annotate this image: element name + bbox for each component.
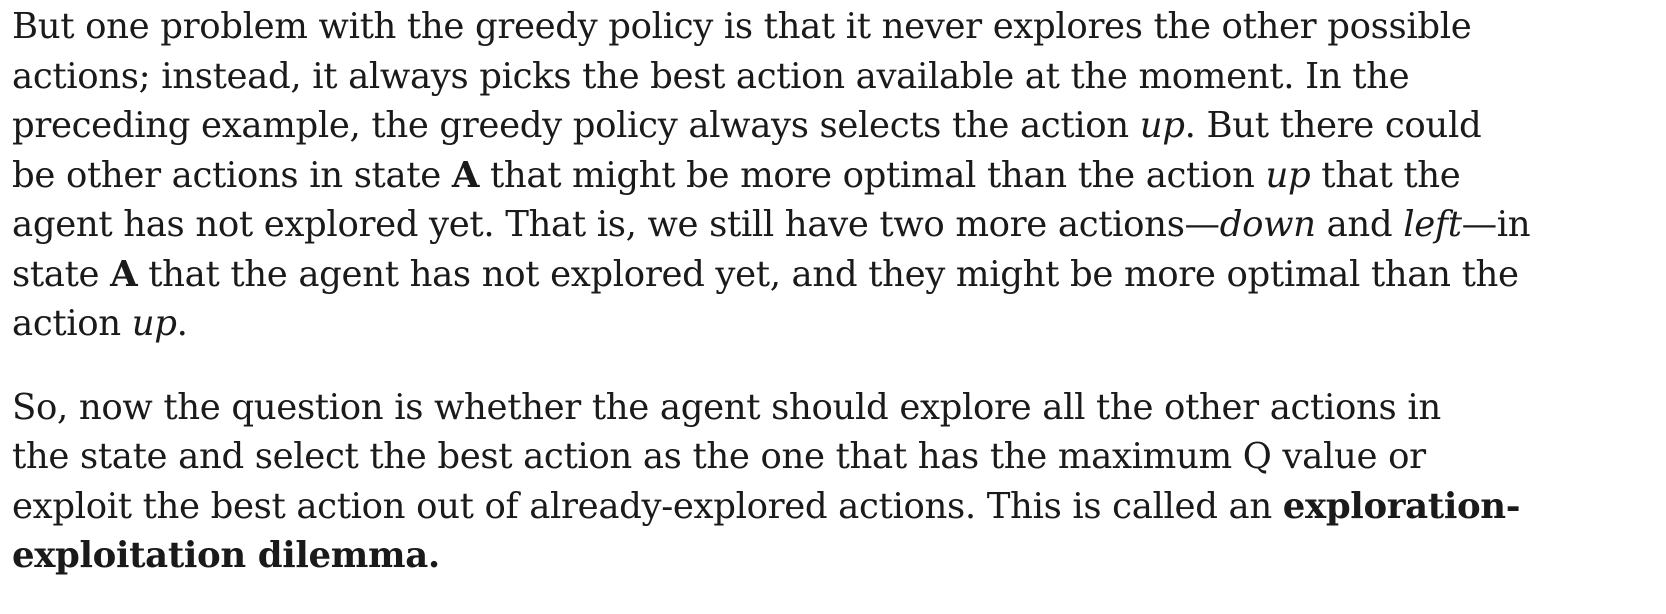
paragraph-dilemma: So, now the question is whether the agen… <box>12 383 1660 581</box>
text-line: But one problem with the greedy policy i… <box>12 2 1660 52</box>
text-run: state <box>12 253 111 295</box>
italic-term-up: up <box>131 303 177 344</box>
text-run: exploit the best action out of already-e… <box>12 485 1283 527</box>
text-run: . <box>176 303 188 344</box>
text-run: and <box>1315 204 1404 245</box>
text-line: actions; instead, it always picks the be… <box>12 52 1660 102</box>
text-run: But one problem with the greedy policy i… <box>12 6 1472 47</box>
text-run: the state and select the best action as … <box>12 436 1426 477</box>
paragraph-spacer <box>12 349 1660 383</box>
text-line: action up. <box>12 299 1660 349</box>
text-run: preceding example, the greedy policy alw… <box>12 105 1140 146</box>
text-run: . But there could <box>1184 105 1482 146</box>
text-run: that might be more optimal than the acti… <box>479 154 1266 196</box>
text-run: be other actions in state <box>12 154 452 196</box>
bold-term-exploitation-dilemma: exploitation dilemma. <box>12 535 440 576</box>
text-line: agent has not explored yet. That is, we … <box>12 200 1660 250</box>
text-run: action <box>12 303 132 344</box>
bold-state-A: A <box>110 253 138 295</box>
text-run: that the agent has not explored yet, and… <box>137 253 1519 295</box>
text-run: that the <box>1310 154 1461 196</box>
bold-state-A: A <box>451 154 480 196</box>
text-run: —in <box>1461 204 1531 245</box>
text-run: agent has not explored yet. That is, we … <box>12 204 1220 245</box>
text-line: preceding example, the greedy policy alw… <box>12 101 1660 151</box>
text-line: be other actions in state A that might b… <box>12 151 1660 201</box>
text-line: exploit the best action out of already-e… <box>12 482 1660 532</box>
text-line: the state and select the best action as … <box>12 432 1660 482</box>
italic-term-down: down <box>1219 204 1316 245</box>
italic-term-left: left <box>1403 204 1462 245</box>
italic-term-up: up <box>1139 105 1185 146</box>
paragraph-greedy-policy: But one problem with the greedy policy i… <box>12 2 1660 349</box>
document-body: But one problem with the greedy policy i… <box>12 2 1660 581</box>
text-line: state A that the agent has not explored … <box>12 250 1660 300</box>
text-line: So, now the question is whether the agen… <box>12 383 1660 433</box>
italic-term-up: up <box>1265 154 1311 196</box>
text-line: exploitation dilemma. <box>12 531 1660 581</box>
text-run: actions; instead, it always picks the be… <box>12 55 1410 97</box>
bold-term-exploration: exploration- <box>1282 485 1521 527</box>
text-run: So, now the question is whether the agen… <box>12 386 1441 428</box>
